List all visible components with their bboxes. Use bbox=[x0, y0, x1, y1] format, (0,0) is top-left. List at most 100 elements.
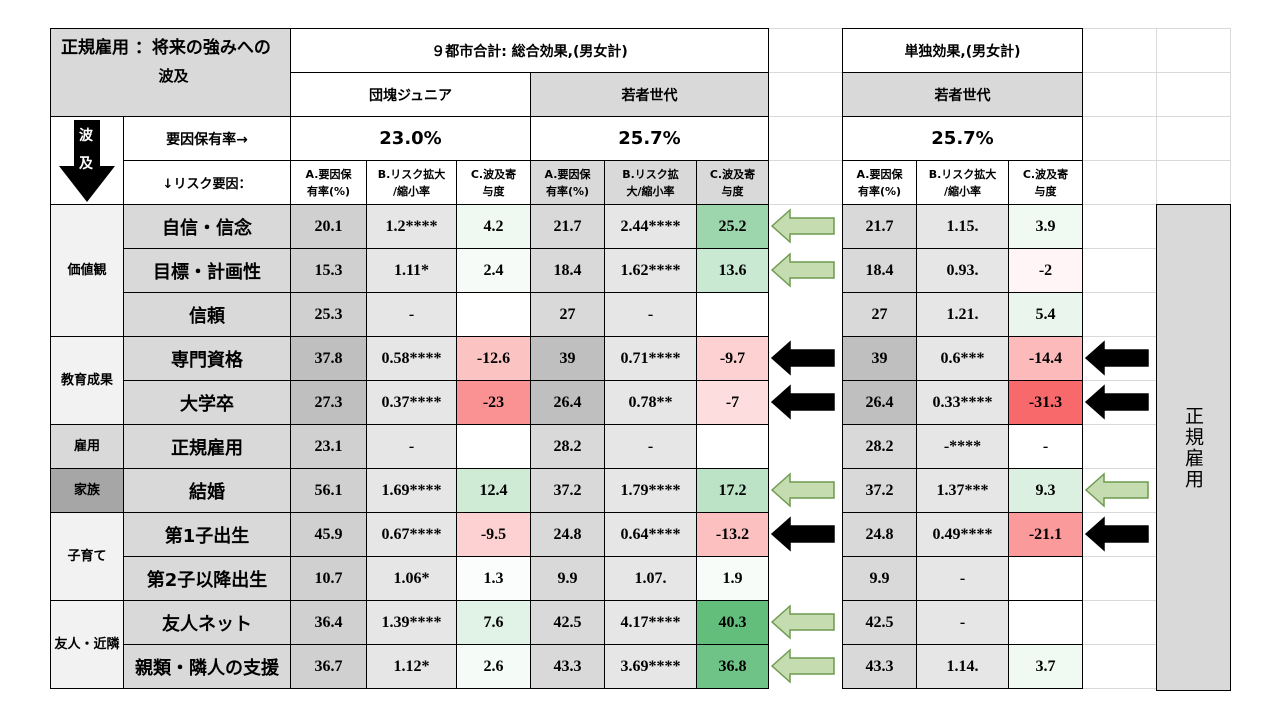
column-header: B.リスク拡大/縮小率 bbox=[916, 160, 1009, 205]
title-line-1: 正規雇用 ：将来の強みへの bbox=[61, 38, 271, 58]
data-cell: 1.15. bbox=[916, 204, 1009, 249]
column-header-line: A.要因保 bbox=[305, 167, 352, 181]
data-cell: 0.71**** bbox=[604, 336, 697, 381]
ripple-label-1: 波 bbox=[79, 128, 93, 144]
data-cell: 28.2 bbox=[530, 424, 605, 469]
column-header-line: 有率(%) bbox=[857, 184, 902, 198]
data-cell: 43.3 bbox=[842, 644, 917, 689]
data-cell: 39 bbox=[530, 336, 605, 381]
data-cell bbox=[696, 424, 769, 469]
data-cell: -7 bbox=[696, 380, 769, 425]
data-cell: 24.8 bbox=[842, 512, 917, 557]
gen-young-single-header: 若者世代 bbox=[842, 72, 1083, 117]
data-cell: 27.3 bbox=[290, 380, 367, 425]
column-header-line: 与度 bbox=[482, 184, 505, 198]
data-cell: 2.6 bbox=[456, 644, 531, 689]
group-single-header: 単独効果,(男女計) bbox=[842, 28, 1083, 73]
category-cell: 教育成果 bbox=[50, 336, 124, 425]
column-header-line: 有率(%) bbox=[306, 184, 351, 198]
data-cell: 0.67**** bbox=[366, 512, 457, 557]
factor-label: 第1子出生 bbox=[123, 512, 291, 557]
data-cell: 39 bbox=[842, 336, 917, 381]
column-header-line: 大/縮小率 bbox=[626, 184, 675, 198]
data-cell: -9.5 bbox=[456, 512, 531, 557]
green-left-arrow-icon bbox=[770, 604, 835, 640]
data-cell: -23 bbox=[456, 380, 531, 425]
data-cell: 1.3 bbox=[456, 556, 531, 601]
data-cell: 0.33**** bbox=[916, 380, 1009, 425]
data-cell: 1.06* bbox=[366, 556, 457, 601]
data-cell: 1.9 bbox=[696, 556, 769, 601]
data-cell: 25.2 bbox=[696, 204, 769, 249]
data-cell: 0.93. bbox=[916, 248, 1009, 293]
left-arrow-icon bbox=[1084, 516, 1150, 556]
data-cell: -**** bbox=[916, 424, 1009, 469]
data-cell: 42.5 bbox=[842, 600, 917, 645]
data-cell: 0.6*** bbox=[916, 336, 1009, 381]
column-header-line: /縮小率 bbox=[943, 184, 981, 198]
category-cell: 家族 bbox=[50, 468, 124, 513]
grid-cell bbox=[1082, 556, 1157, 601]
data-cell: 18.4 bbox=[530, 248, 605, 293]
grid-cell bbox=[1082, 28, 1157, 73]
factor-label: 目標・計画性 bbox=[123, 248, 291, 293]
data-cell: 0.78** bbox=[604, 380, 697, 425]
factor-label: 結婚 bbox=[123, 468, 291, 513]
data-cell: 21.7 bbox=[842, 204, 917, 249]
data-cell: - bbox=[366, 424, 457, 469]
data-cell: 17.2 bbox=[696, 468, 769, 513]
left-arrow-icon bbox=[770, 472, 836, 512]
column-header-line: A.要因保 bbox=[856, 167, 903, 181]
data-cell: 18.4 bbox=[842, 248, 917, 293]
black-left-arrow-icon bbox=[1084, 516, 1149, 552]
column-header: A.要因保 有率(%) bbox=[530, 160, 605, 205]
data-cell: - bbox=[604, 424, 697, 469]
grid-cell bbox=[768, 72, 843, 117]
data-cell: 9.3 bbox=[1008, 468, 1083, 513]
data-cell: 1.2**** bbox=[366, 204, 457, 249]
group-combined-header: ９都市合計: 総合効果,(男女計) bbox=[290, 28, 769, 73]
factor-label: 自信・信念 bbox=[123, 204, 291, 249]
data-cell: 3.9 bbox=[1008, 204, 1083, 249]
data-cell: 24.8 bbox=[530, 512, 605, 557]
data-cell: 1.62**** bbox=[604, 248, 697, 293]
data-cell: - bbox=[916, 556, 1009, 601]
category-cell: 友人・近隣 bbox=[50, 600, 124, 689]
data-cell: 42.5 bbox=[530, 600, 605, 645]
left-arrow-icon bbox=[770, 648, 836, 688]
column-header: A.要因保有率(%) bbox=[290, 160, 367, 205]
side-label: 正規雇用 bbox=[1156, 204, 1231, 691]
grid-cell bbox=[768, 28, 843, 73]
data-cell: 9.9 bbox=[530, 556, 605, 601]
data-cell: -13.2 bbox=[696, 512, 769, 557]
grid-cell bbox=[768, 116, 843, 161]
grid-cell bbox=[1156, 160, 1231, 205]
column-header: C.波及寄 与度 bbox=[456, 160, 531, 205]
column-header-line: B.リスク拡 bbox=[622, 167, 679, 181]
data-cell: 1.07. bbox=[604, 556, 697, 601]
data-cell: 40.3 bbox=[696, 600, 769, 645]
data-cell: 1.79**** bbox=[604, 468, 697, 513]
grid-cell bbox=[1082, 600, 1157, 645]
column-header-line: /縮小率 bbox=[392, 184, 430, 198]
data-cell: 1.39**** bbox=[366, 600, 457, 645]
left-arrow-icon bbox=[770, 208, 836, 248]
data-cell: 0.64**** bbox=[604, 512, 697, 557]
data-cell: 36.4 bbox=[290, 600, 367, 645]
column-header-line: C.波及寄 bbox=[1022, 167, 1069, 181]
data-cell: 23.1 bbox=[290, 424, 367, 469]
data-cell: - bbox=[366, 292, 457, 337]
left-arrow-icon bbox=[770, 604, 836, 644]
rate-dankai: 23.0% bbox=[290, 116, 531, 161]
grid-cell bbox=[1082, 248, 1157, 293]
data-cell: 4.2 bbox=[456, 204, 531, 249]
data-cell: - bbox=[1008, 424, 1083, 469]
gen-dankai-header: 団塊ジュニア bbox=[290, 72, 531, 117]
grid-cell bbox=[1082, 160, 1157, 205]
column-header-line: A.要因保 bbox=[544, 167, 591, 181]
left-arrow-icon bbox=[770, 384, 836, 424]
factor-label: 信頼 bbox=[123, 292, 291, 337]
data-cell: 37.8 bbox=[290, 336, 367, 381]
data-cell: 1.69**** bbox=[366, 468, 457, 513]
column-header: B.リスク拡大/縮小率 bbox=[366, 160, 457, 205]
